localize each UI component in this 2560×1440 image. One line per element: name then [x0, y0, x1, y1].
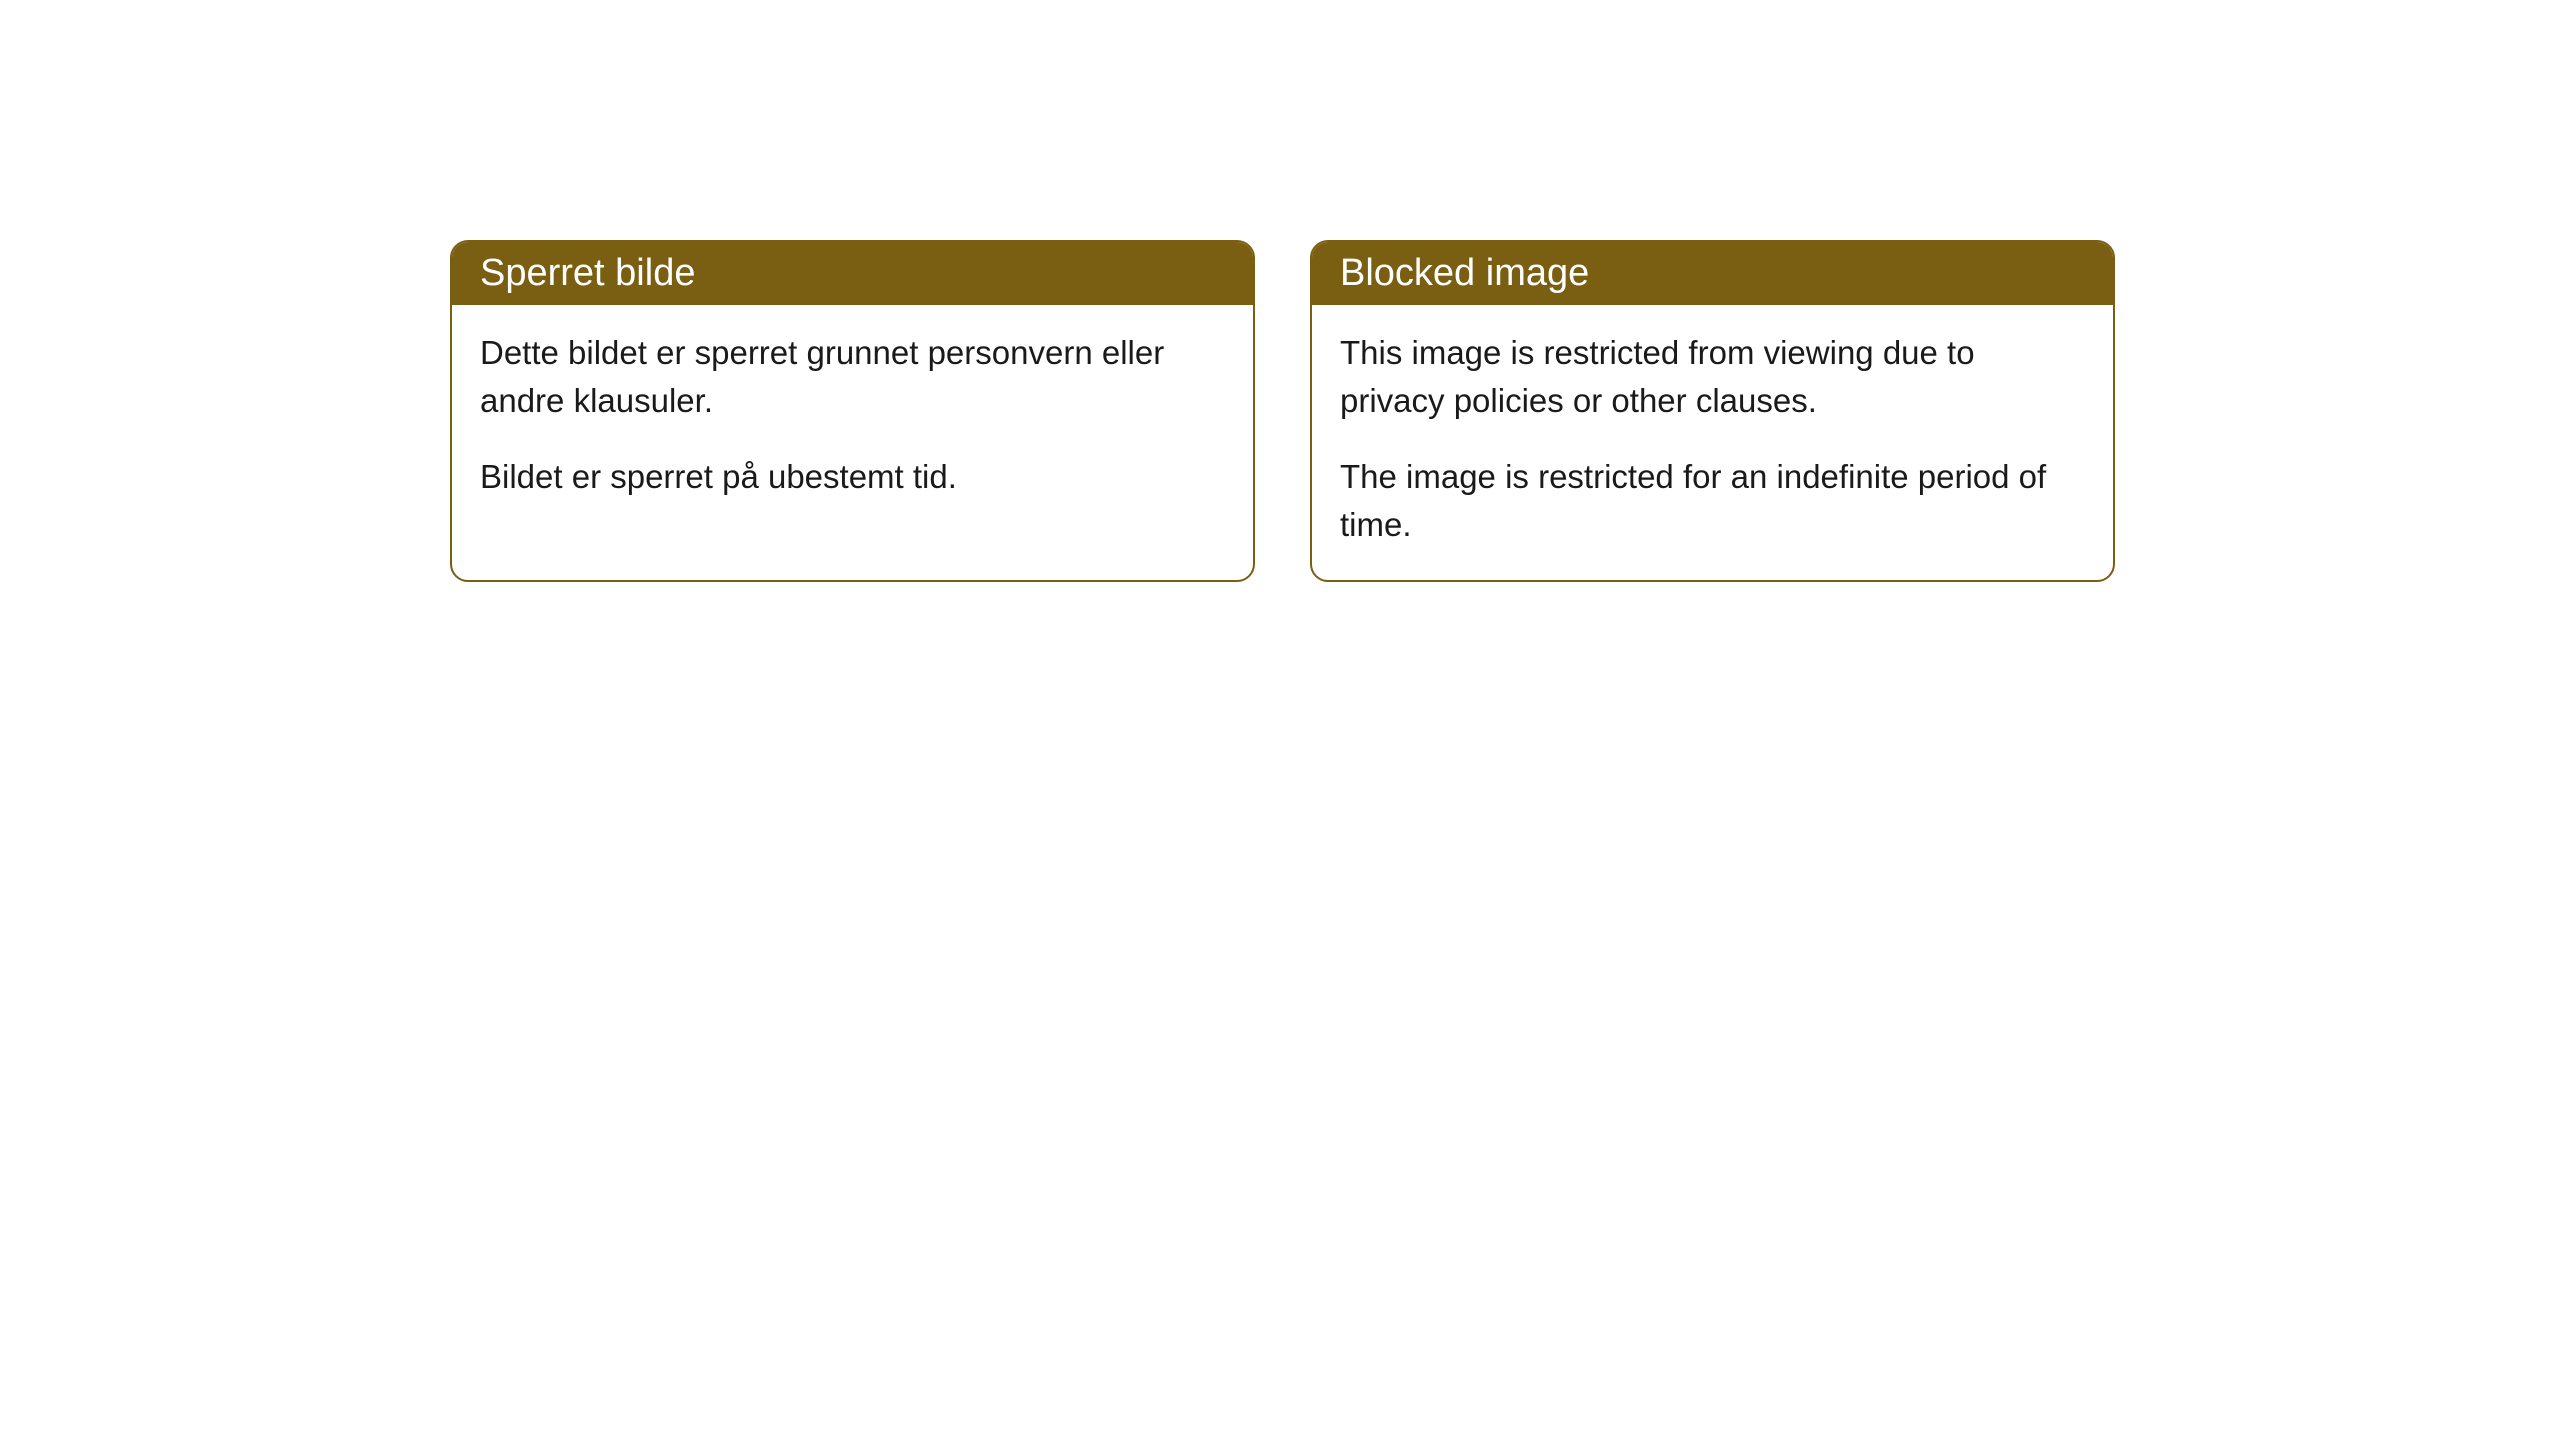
notice-title-norwegian: Sperret bilde: [480, 252, 695, 294]
notice-body-english: This image is restricted from viewing du…: [1312, 305, 2113, 580]
notice-header-english: Blocked image: [1312, 242, 2113, 305]
notice-card-norwegian: Sperret bilde Dette bildet er sperret gr…: [450, 240, 1255, 582]
notice-header-norwegian: Sperret bilde: [452, 242, 1253, 305]
notice-card-english: Blocked image This image is restricted f…: [1310, 240, 2115, 582]
notice-paragraph: This image is restricted from viewing du…: [1340, 329, 2085, 425]
notice-body-norwegian: Dette bildet er sperret grunnet personve…: [452, 305, 1253, 533]
notice-paragraph: Bildet er sperret på ubestemt tid.: [480, 453, 1225, 501]
notice-container: Sperret bilde Dette bildet er sperret gr…: [0, 0, 2560, 582]
notice-title-english: Blocked image: [1340, 252, 1589, 294]
notice-paragraph: The image is restricted for an indefinit…: [1340, 453, 2085, 549]
notice-paragraph: Dette bildet er sperret grunnet personve…: [480, 329, 1225, 425]
